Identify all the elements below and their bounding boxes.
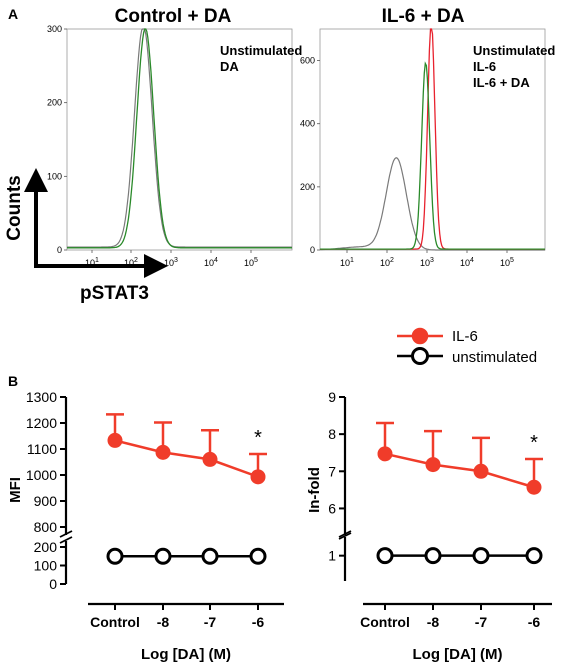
y-tick-label: 0 (49, 576, 57, 592)
legend-unstim-marker (411, 347, 429, 365)
y-axis-label: In-fold (306, 467, 323, 513)
histogram-legend-entry: Unstimulated (220, 43, 302, 58)
histogram-legend-entry: Unstimulated (473, 43, 555, 58)
histogram-y-tick-label: 0 (57, 245, 62, 255)
significance-star: * (530, 432, 538, 454)
x-axis-label: Log [DA] (M) (413, 646, 503, 663)
histogram-legend-entry: IL-6 + DA (473, 75, 530, 90)
histogram-curve-unstimulated (319, 157, 545, 251)
il6-data-point (107, 432, 123, 448)
histogram-curve-unstimulated (67, 28, 292, 248)
histogram-title: IL-6 + DA (382, 6, 465, 27)
unstimulated-data-point (424, 547, 442, 565)
il6-data-point (155, 444, 171, 460)
counts-axis-label: Counts (4, 175, 25, 240)
y-tick-label: 900 (34, 493, 58, 509)
unstimulated-data-point (249, 547, 267, 565)
axis-break-mark (59, 536, 73, 544)
histogram-frame (319, 28, 546, 251)
il6-series-line (114, 439, 259, 478)
il6-data-point (526, 479, 542, 495)
unstimulated-data-point (201, 547, 219, 565)
significance-star: * (254, 427, 262, 449)
y-tick-label: 100 (34, 558, 58, 574)
histogram-y-tick-label: 300 (47, 24, 62, 34)
unstimulated-data-point (154, 547, 172, 565)
histogram-x-tick-label: 102 (124, 257, 138, 268)
x-tick-label: Control (90, 614, 140, 630)
il6-data-point (250, 469, 266, 485)
x-axis-label: Log [DA] (M) (141, 646, 231, 663)
histogram-curve-il6-da (320, 61, 545, 250)
histogram-x-tick-label: 103 (164, 257, 178, 268)
counts-arrow-head (24, 168, 48, 192)
y-tick-label: 9 (328, 389, 336, 405)
x-tick-label: Control (360, 614, 410, 630)
y-tick-label: 1200 (26, 415, 57, 431)
unstimulated-data-point (376, 547, 394, 565)
histogram-title: Control + DA (115, 6, 232, 27)
y-tick-label: 7 (328, 463, 336, 479)
histogram-x-tick-label: 101 (85, 257, 99, 268)
x-tick-label: -6 (528, 614, 541, 630)
il6-series-line (384, 452, 535, 489)
y-tick-label: 1300 (26, 389, 57, 405)
histogram-curve-il6 (320, 28, 545, 250)
unstimulated-data-point (472, 547, 490, 565)
histogram-x-tick-label: 105 (500, 257, 514, 268)
histogram-y-tick-label: 600 (300, 56, 315, 66)
histogram-y-tick-label: 100 (47, 171, 62, 181)
x-tick-label: -7 (204, 614, 217, 630)
histogram-y-tick-label: 400 (300, 119, 315, 129)
histogram-y-tick-label: 0 (310, 245, 315, 255)
il6-data-point (377, 446, 393, 462)
legend-unstimulated-label: unstimulated (452, 349, 537, 366)
il6-data-point (425, 457, 441, 473)
panel-label-b: B (8, 373, 18, 389)
histogram-x-tick-label: 103 (420, 257, 434, 268)
y-tick-label: 200 (34, 539, 58, 555)
x-tick-label: -8 (157, 614, 170, 630)
pstat3-axis-label: pSTAT3 (80, 283, 149, 304)
axis-break-mark (59, 530, 73, 538)
il6-data-point (202, 451, 218, 467)
axis-break-mark (338, 532, 352, 540)
histogram-legend-entry: IL-6 (473, 59, 496, 74)
histogram-x-tick-label: 104 (204, 257, 218, 268)
y-tick-label: 1100 (27, 441, 57, 457)
x-tick-label: -7 (475, 614, 488, 630)
histogram-frame (66, 28, 293, 251)
x-tick-label: -6 (252, 614, 265, 630)
legend-il6-label: IL-6 (452, 328, 478, 345)
y-tick-label: 800 (34, 519, 58, 535)
histogram-legend-entry: DA (220, 59, 239, 74)
histogram-x-tick-label: 102 (380, 257, 394, 268)
histogram-x-tick-label: 101 (340, 257, 354, 268)
histogram-y-tick-label: 200 (47, 98, 62, 108)
il6-data-point (473, 463, 489, 479)
histogram-x-tick-label: 104 (460, 257, 474, 268)
unstimulated-data-point (525, 547, 543, 565)
y-tick-label: 6 (328, 500, 336, 516)
x-tick-label: -8 (427, 614, 440, 630)
histogram-y-tick-label: 200 (300, 182, 315, 192)
y-tick-label: 1000 (26, 467, 57, 483)
unstimulated-data-point (106, 547, 124, 565)
panel-label-a: A (8, 6, 18, 22)
y-tick-label: 8 (328, 426, 336, 442)
y-axis-label: MFI (7, 477, 24, 503)
axis-break-mark (338, 530, 352, 538)
y-tick-label: 1 (328, 548, 336, 564)
pstat3-arrow-head (144, 254, 168, 278)
histogram-curve-da (67, 28, 292, 249)
histogram-x-tick-label: 105 (244, 257, 258, 268)
